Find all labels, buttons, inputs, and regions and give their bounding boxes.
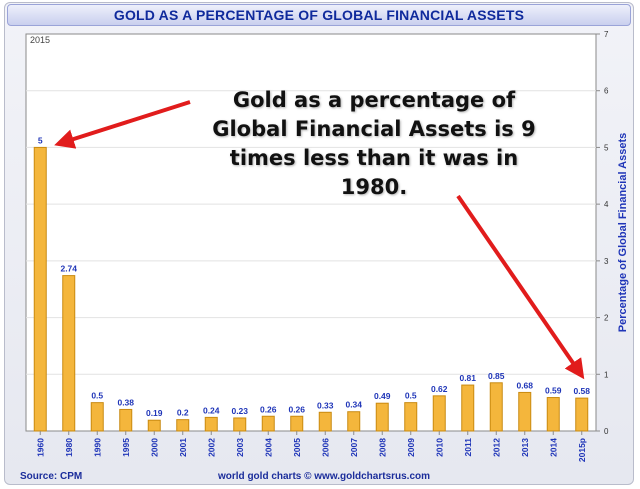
bar-value-label: 0.49: [374, 391, 391, 401]
bar-value-label: 0.26: [288, 404, 305, 414]
x-tick-label: 2006: [320, 438, 330, 457]
x-tick-label: 2012: [491, 438, 501, 457]
y-tick-label: 2: [604, 314, 609, 323]
bar: [147, 419, 161, 432]
bar: [119, 408, 133, 432]
bar: [347, 411, 361, 432]
x-tick-label: 1995: [121, 438, 131, 457]
bar: [461, 384, 475, 432]
year-badge: 2015: [30, 35, 50, 45]
x-tick-label: 1980: [64, 438, 74, 457]
x-tick-label: 2004: [263, 438, 273, 457]
bar: [432, 395, 446, 432]
y-axis-title: Percentage of Global Financial Assets: [617, 133, 629, 333]
y-tick-label: 6: [604, 87, 609, 96]
bar: [318, 411, 332, 432]
x-tick-label: 2010: [434, 438, 444, 457]
bar-value-label: 0.68: [516, 380, 533, 390]
x-tick-label: 1990: [92, 438, 102, 457]
x-tick-label: 2009: [406, 438, 416, 457]
bar-value-label: 0.2: [177, 408, 189, 418]
bar-value-label: 0.23: [231, 406, 248, 416]
bar-value-label: 5: [38, 135, 43, 145]
bar: [518, 391, 532, 432]
bar-value-label: 0.5: [405, 391, 417, 401]
bar-value-label: 0.38: [117, 397, 134, 407]
bar: [375, 402, 389, 432]
arrow-to-2015p: [456, 194, 585, 380]
bar: [546, 397, 560, 432]
y-tick-label: 0: [604, 427, 609, 436]
x-tick-label: 1960: [35, 438, 45, 457]
y-tick-label: 7: [604, 30, 609, 39]
y-tick-label: 5: [604, 143, 609, 152]
bar: [204, 416, 218, 432]
x-tick-label: 2015p: [577, 438, 587, 462]
bar: [62, 275, 76, 432]
bar-value-label: 0.26: [260, 404, 277, 414]
x-tick-label: 2001: [178, 438, 188, 457]
plot-area: [25, 33, 597, 432]
arrow-to-1960: [54, 100, 191, 149]
y-tick-label: 4: [604, 200, 609, 209]
bar-value-label: 0.81: [459, 373, 476, 383]
bar-value-label: 0.33: [317, 400, 334, 410]
bar-value-label: 0.5: [91, 391, 103, 401]
bar-value-label: 0.59: [545, 386, 562, 396]
y-tick-label: 1: [604, 370, 609, 379]
bar: [261, 415, 275, 432]
x-tick-label: 2002: [206, 438, 216, 457]
bar-value-label: 0.85: [488, 371, 505, 381]
x-tick-label: 2008: [377, 438, 387, 457]
bar: [489, 382, 503, 432]
x-tick-label: 2005: [292, 438, 302, 457]
annotation-text: Gold as a percentage of Global Financial…: [212, 88, 536, 199]
x-tick-label: 2013: [520, 438, 530, 457]
bar-value-label: 0.58: [573, 386, 590, 396]
x-tick-label: 2000: [149, 438, 159, 457]
bar-value-label: 0.62: [431, 384, 448, 394]
bar-value-label: 0.19: [146, 408, 163, 418]
credit-label: world gold charts © www.goldchartsrus.co…: [218, 471, 431, 482]
bar: [233, 417, 247, 432]
bar: [290, 415, 304, 432]
source-label: Source: CPM: [20, 471, 83, 482]
x-tick-label: 2007: [349, 438, 359, 457]
bar: [404, 402, 418, 432]
bar: [90, 402, 104, 432]
bar: [176, 419, 190, 432]
x-tick-label: 2011: [463, 438, 473, 457]
title-bar: GOLD AS A PERCENTAGE OF GLOBAL FINANCIAL…: [7, 4, 631, 26]
y-tick-label: 3: [604, 257, 609, 266]
x-tick-label: 2014: [548, 438, 558, 457]
bar-value-label: 0.24: [203, 405, 220, 415]
bar-value-label: 0.34: [345, 400, 362, 410]
x-tick-label: 2003: [235, 438, 245, 457]
bar: [575, 397, 589, 432]
bar: [33, 146, 47, 432]
chart-title: GOLD AS A PERCENTAGE OF GLOBAL FINANCIAL…: [113, 7, 525, 23]
bar-value-label: 2.74: [60, 264, 77, 274]
